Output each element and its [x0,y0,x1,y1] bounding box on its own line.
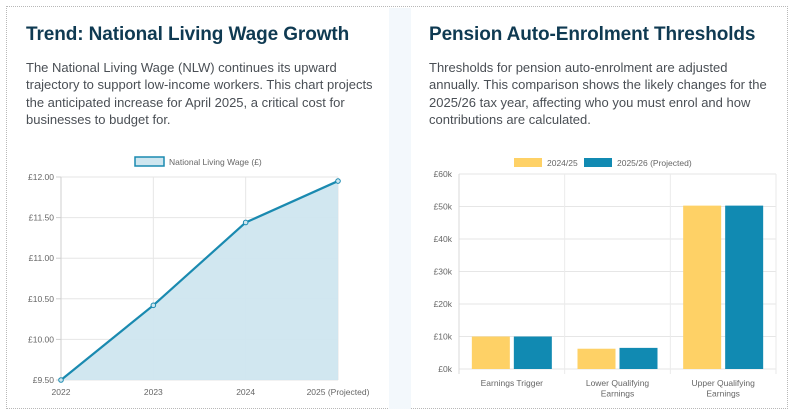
x-tick-label: 2024 [236,387,255,397]
bar [619,347,658,369]
x-tick-label: 2022 [52,387,71,397]
nlw-line-chart: National Living Wage (£) £9.50 £10.00 £10.5… [28,156,370,397]
y-tick-label: £30k [434,267,453,277]
y-tick-label: £9.50 [33,375,55,385]
data-point [58,377,64,383]
bar [725,205,764,369]
area-fill [61,181,338,380]
x-tick-label: Earnings Trigger [481,378,544,388]
legend-label: 2024/25 [547,158,578,168]
x-tick-label: 2023 [144,387,163,397]
x-tick-label: Earnings [706,389,740,399]
y-tick-label: £0k [438,364,452,374]
x-tick-label: Upper Qualifying [692,378,756,388]
bar [513,336,552,369]
x-tick-label: 2025 (Projected) [307,387,370,397]
pension-description: Thresholds for pension auto-enrolment ar… [429,60,767,128]
y-tick-label: £11.00 [29,253,55,263]
y-tick-label: £40k [434,234,453,244]
y-tick-label: £60k [434,169,453,179]
y-tick-label: £20k [434,299,453,309]
legend-label: 2025/26 (Projected) [617,158,692,168]
pension-bar-chart: 2024/25 2025/26 (Projected) £0k £10k £20k £30… [434,158,777,399]
legend-swatch [514,158,542,167]
data-point [150,302,157,309]
data-point [242,219,249,226]
y-tick-label: £10k [434,332,453,342]
y-tick-label: £10.00 [28,334,54,344]
data-point [335,178,341,184]
legend-swatch [584,158,612,167]
nlw-title: Trend: National Living Wage Growth [26,24,350,45]
pension-panel: Pension Auto-Enrolment Thresholds Thresh… [411,8,786,408]
nlw-panel: Trend: National Living Wage Growth The N… [8,8,389,408]
bar [683,205,722,369]
legend-swatch [134,156,165,167]
y-tick-label: £50k [434,202,453,212]
x-tick-label: Lower Qualifying [586,378,650,388]
legend-label: National Living Wage (£) [169,157,262,167]
panel-divider [389,8,411,409]
y-tick-label: £12.00 [28,172,54,182]
bar [471,336,510,369]
x-tick-label: Earnings [601,389,635,399]
nlw-description: The National Living Wage (NLW) continues… [26,60,373,128]
y-tick-label: £11.50 [29,213,55,223]
series-line [60,180,339,381]
pension-title: Pension Auto-Enrolment Thresholds [429,24,756,45]
bar [577,348,616,369]
y-tick-label: £10.50 [28,294,54,304]
